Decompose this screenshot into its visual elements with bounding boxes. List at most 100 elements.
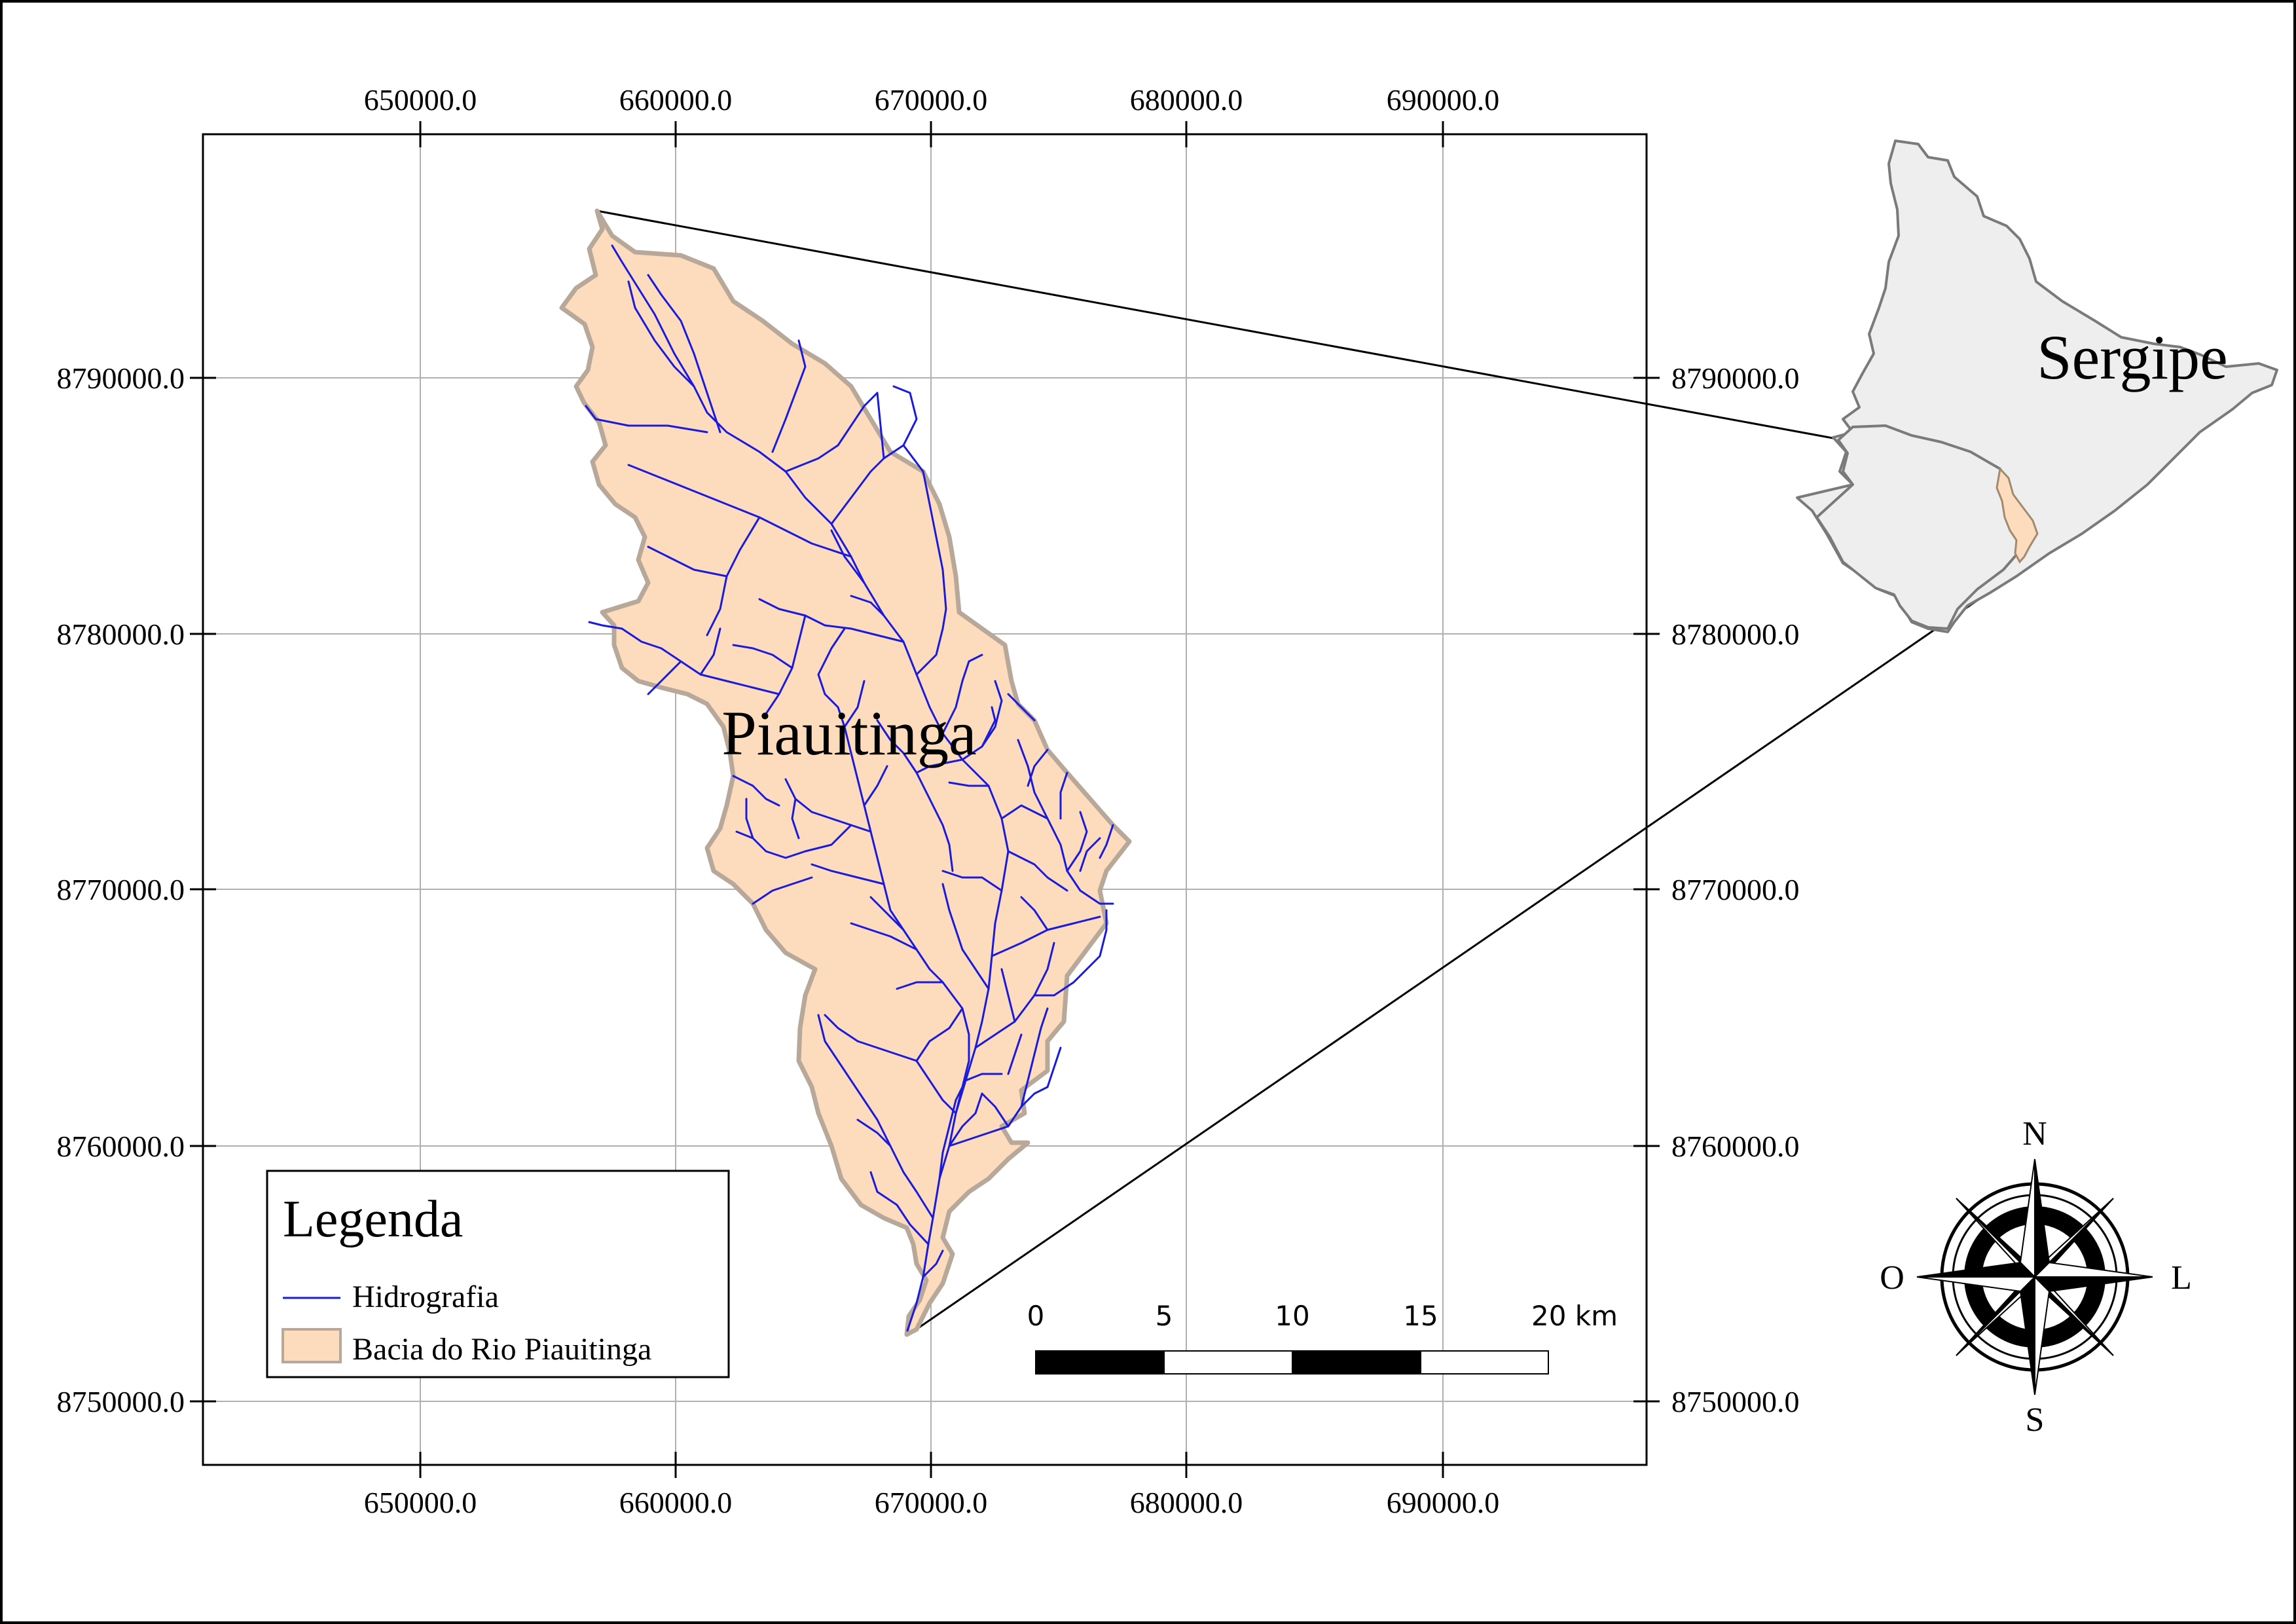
tributary xyxy=(745,798,754,840)
compass-west-label: O xyxy=(1880,1259,1904,1297)
tributary xyxy=(915,758,964,774)
tributary xyxy=(915,1060,957,1115)
tributary xyxy=(817,1014,934,1219)
tributary xyxy=(1000,968,1016,1023)
tributary xyxy=(964,1073,1003,1082)
tributary xyxy=(850,595,885,617)
tributary xyxy=(647,660,682,695)
tributary xyxy=(915,608,947,676)
connector-line-top xyxy=(596,210,2001,470)
tributary xyxy=(1020,896,1049,931)
tributary xyxy=(784,392,879,473)
tributary xyxy=(856,1040,918,1062)
tributary xyxy=(915,1007,964,1062)
locator-basin-highlight xyxy=(1995,466,2039,564)
river-network xyxy=(585,244,1114,1332)
tributary xyxy=(948,781,990,787)
tributary xyxy=(948,1125,1010,1147)
tributary xyxy=(830,392,885,525)
locator-connector-lines xyxy=(596,210,2030,1336)
tributary xyxy=(922,1249,944,1278)
tick-marks xyxy=(190,121,1660,1478)
tributary xyxy=(1027,748,1049,787)
tributary xyxy=(981,706,996,748)
tributary xyxy=(784,778,872,833)
tributary xyxy=(856,1118,892,1147)
tributary xyxy=(941,870,1003,892)
tributary xyxy=(883,385,918,460)
scale-label: 10 xyxy=(1275,1300,1309,1332)
tributary xyxy=(1007,693,1036,722)
tributary xyxy=(732,775,780,807)
legend-title: Legenda xyxy=(283,1190,463,1248)
x-tick-top: 670000.0 xyxy=(875,83,988,117)
tributary xyxy=(915,771,954,872)
tributary xyxy=(941,654,983,735)
y-tick-right: 8760000.0 xyxy=(1671,1130,1800,1163)
tributary xyxy=(869,896,905,931)
tributary xyxy=(1017,739,1049,820)
tributary xyxy=(876,719,918,774)
tick-labels: 650000.0 660000.0 670000.0 680000.0 6900… xyxy=(57,83,1800,1519)
y-tick-left: 8750000.0 xyxy=(57,1385,185,1418)
tributary xyxy=(732,644,793,669)
compass-rose-icon xyxy=(1916,1158,2153,1395)
legend-box xyxy=(266,1170,730,1378)
scale-segment xyxy=(1420,1350,1549,1375)
y-tick-right: 8780000.0 xyxy=(1671,618,1800,651)
compass-east-label: L xyxy=(2171,1259,2192,1297)
y-tick-right: 8750000.0 xyxy=(1671,1385,1800,1418)
scale-bar: 0 5 10 15 20 km xyxy=(1027,1300,1618,1375)
legend-item-label: Hidrografia xyxy=(352,1280,499,1314)
tributary xyxy=(1007,1033,1023,1075)
basin-polygon xyxy=(559,208,1132,1337)
tributary xyxy=(758,598,807,617)
scale-segment xyxy=(1163,1350,1293,1375)
tributary xyxy=(1079,837,1101,872)
tributary xyxy=(863,765,888,807)
tributary xyxy=(627,464,852,558)
y-tick-left: 8790000.0 xyxy=(57,361,185,395)
tributary xyxy=(1000,804,1114,905)
y-tick-right: 8790000.0 xyxy=(1671,361,1800,395)
compass-north-label: N xyxy=(2022,1115,2047,1153)
tributary xyxy=(869,1171,930,1246)
tributary xyxy=(824,1014,859,1043)
scale-label: 20 km xyxy=(1531,1300,1618,1332)
legend-basin-symbol xyxy=(282,1328,342,1363)
tributary xyxy=(791,798,800,840)
x-tick-top: 680000.0 xyxy=(1130,83,1243,117)
basin-label: Piauitinga xyxy=(721,698,976,768)
tributary xyxy=(1059,771,1068,820)
tributary xyxy=(902,444,947,610)
tributary xyxy=(830,529,866,584)
x-tick-bottom: 650000.0 xyxy=(364,1486,477,1519)
tributary xyxy=(817,673,872,833)
x-tick-bottom: 680000.0 xyxy=(1130,1486,1243,1519)
tributary xyxy=(1007,850,1068,892)
tributary xyxy=(585,405,708,434)
tributary xyxy=(938,1086,964,1180)
tributary xyxy=(850,922,918,951)
tributary xyxy=(1099,824,1114,859)
tributary xyxy=(752,876,813,905)
tributary xyxy=(647,545,728,578)
tributary xyxy=(1033,981,1075,997)
tributary xyxy=(1072,909,1108,984)
tributary xyxy=(1046,1046,1062,1088)
tributary xyxy=(1066,811,1088,872)
legend: Legenda Hidrografia Bacia do Rio Piauiti… xyxy=(266,1170,730,1378)
tributary xyxy=(804,614,905,643)
legend-item-label: Bacia do Rio Piauitinga xyxy=(352,1332,651,1367)
tributary xyxy=(647,274,721,434)
tributary xyxy=(621,627,780,695)
x-tick-top: 690000.0 xyxy=(1387,83,1500,117)
scale-segment xyxy=(1035,1350,1165,1375)
compass-south-label: S xyxy=(2026,1401,2045,1439)
y-tick-left: 8780000.0 xyxy=(57,618,185,651)
tributary xyxy=(811,863,885,885)
scale-label: 0 xyxy=(1027,1300,1045,1332)
scale-label: 5 xyxy=(1156,1300,1173,1332)
tributary xyxy=(961,680,1003,761)
